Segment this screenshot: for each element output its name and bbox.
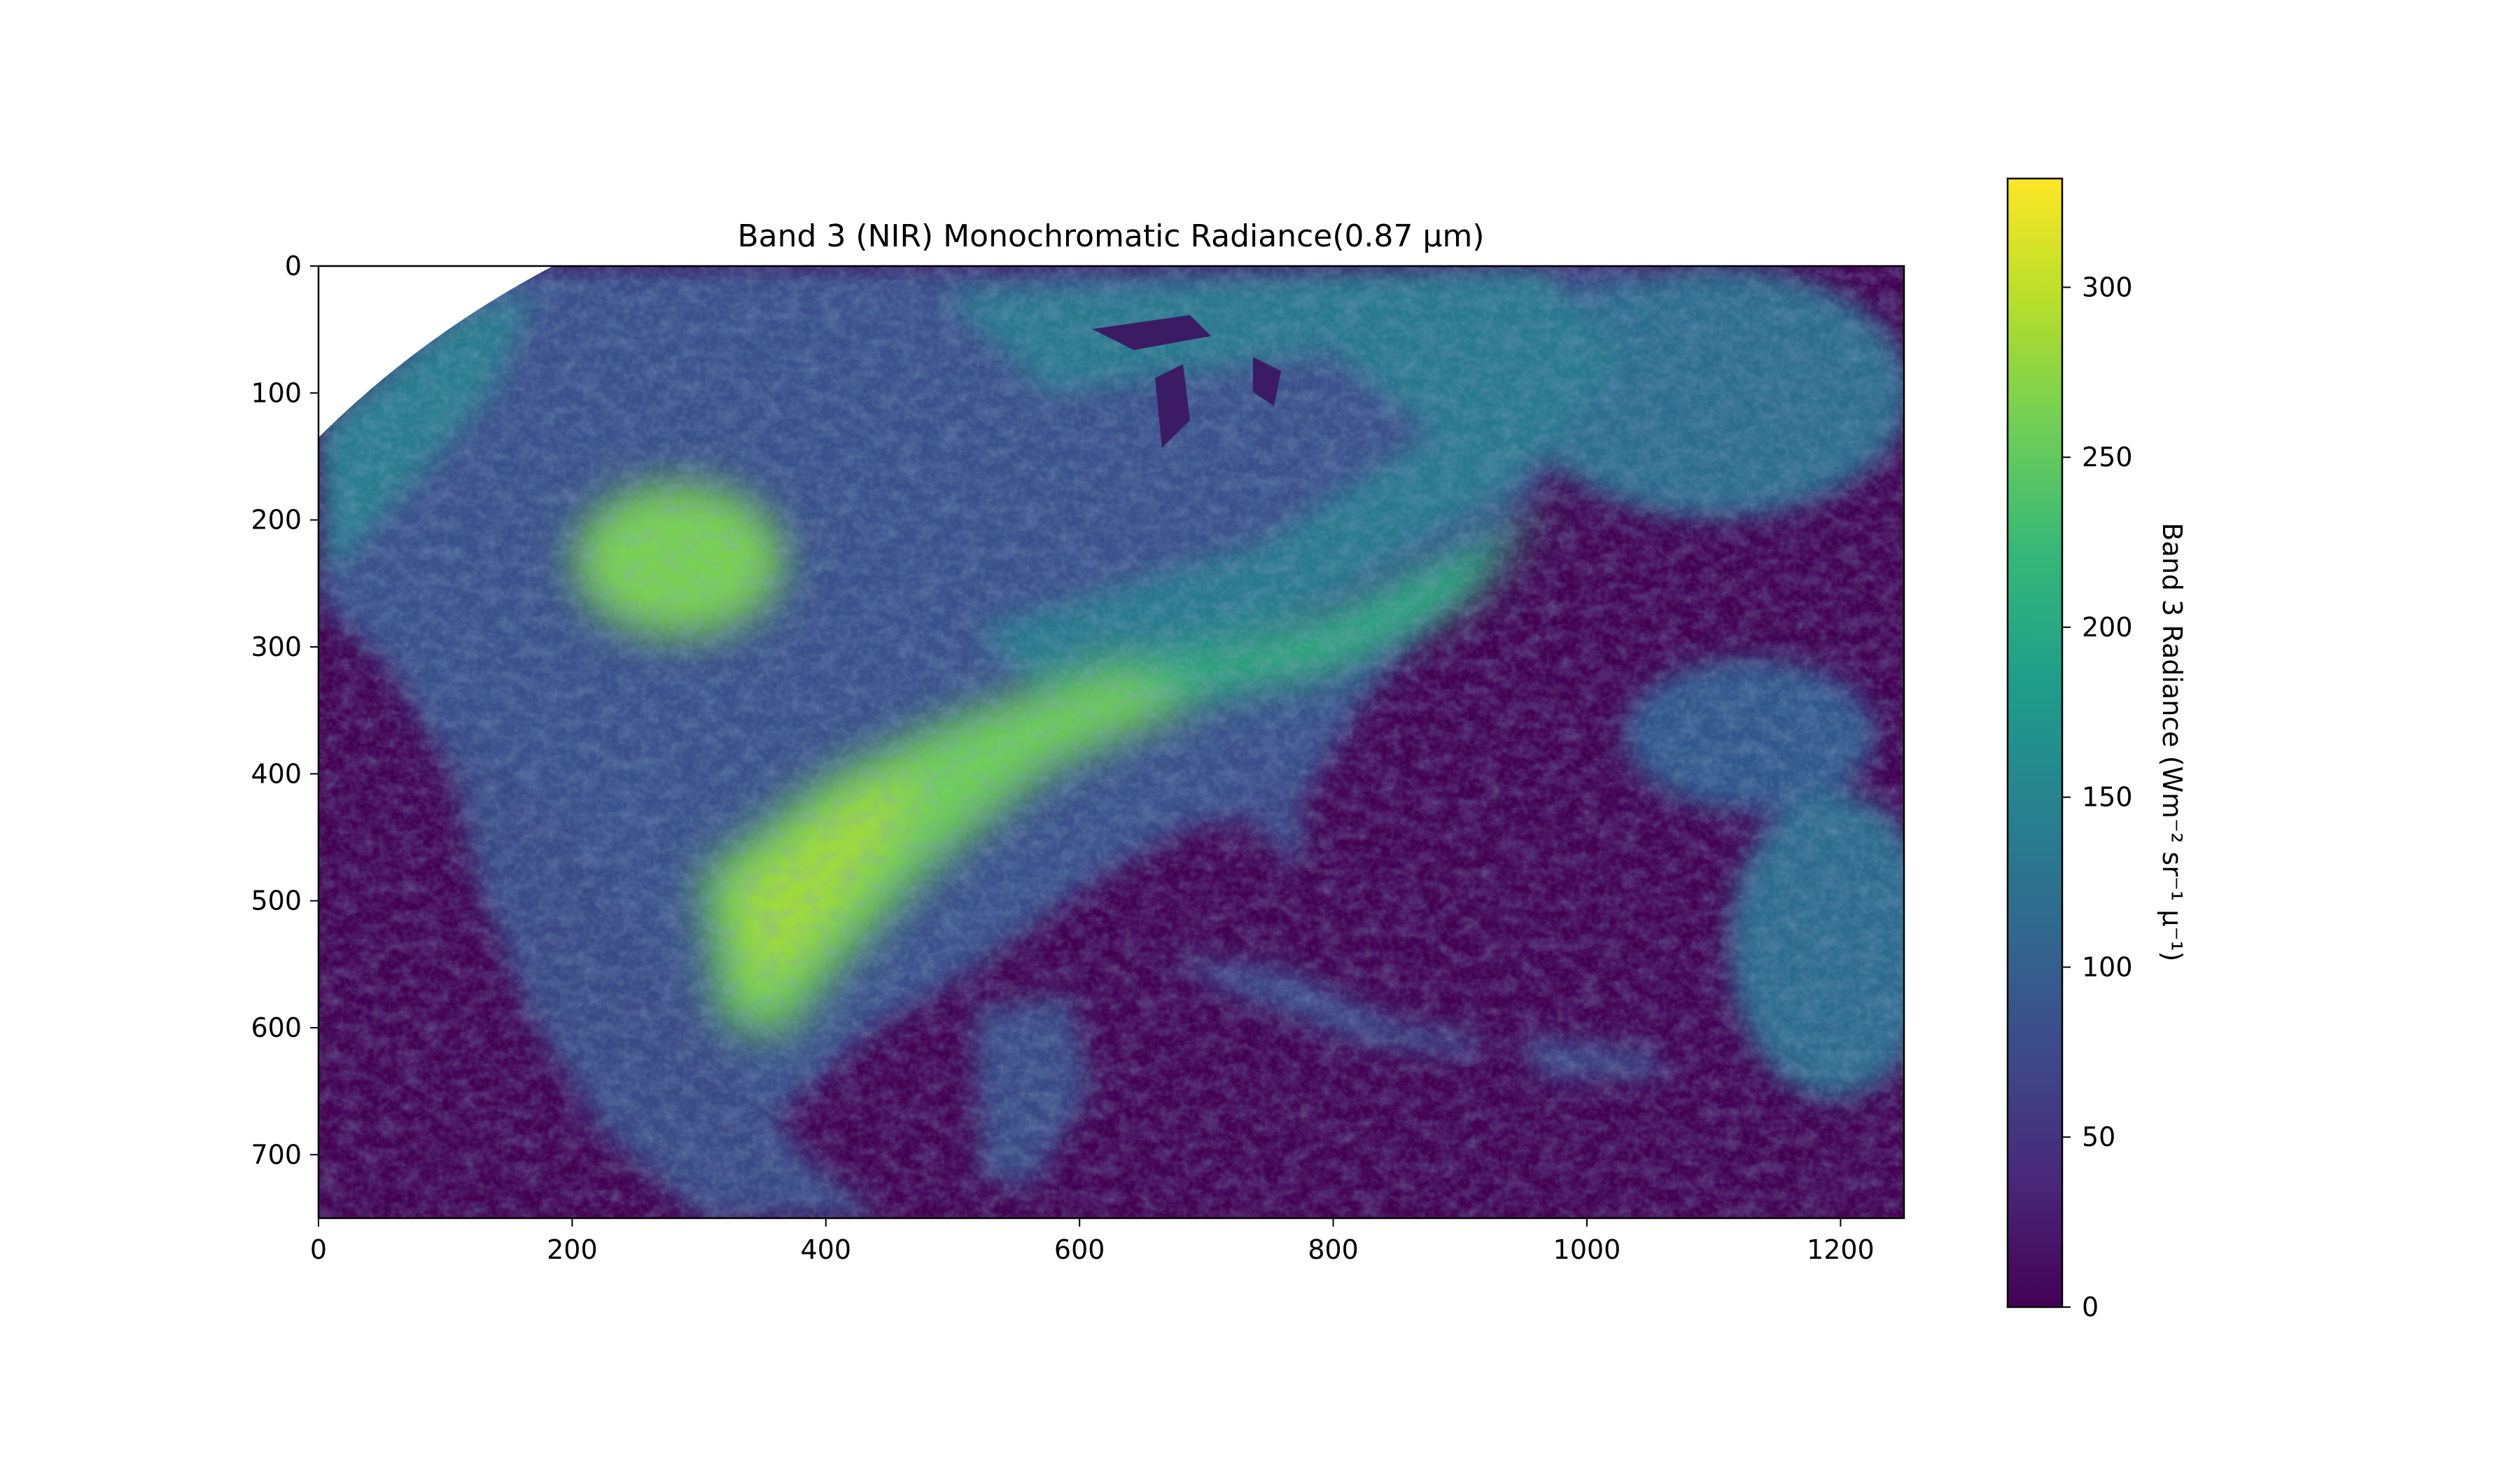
y-axis: 0 100 200 300 400 500 600 700	[251, 251, 318, 1170]
x-tick-label: 200	[547, 1234, 598, 1265]
space-corner	[318, 266, 553, 438]
colorbar-ticks: 0 50 100 150 200 250 300	[2062, 272, 2133, 1322]
x-tick-label: 1200	[1807, 1234, 1875, 1265]
colorbar-tick-label: 100	[2082, 951, 2133, 982]
x-tick-label: 600	[1054, 1234, 1105, 1265]
y-tick-label: 500	[251, 886, 302, 916]
x-tick-label: 800	[1308, 1234, 1359, 1265]
y-tick-label: 600	[251, 1012, 302, 1043]
colorbar-tick-label: 150	[2082, 782, 2133, 813]
colorbar-tick-label: 300	[2082, 272, 2133, 302]
y-tick-label: 0	[285, 251, 302, 281]
y-tick-label: 200	[251, 505, 302, 536]
x-axis: 0 200 400 600 800 1000 1200	[310, 1218, 1875, 1265]
x-tick-label: 400	[801, 1234, 852, 1265]
y-tick-label: 700	[251, 1139, 302, 1170]
colorbar-label: Band 3 Radiance (Wm⁻² sr⁻¹ µ⁻¹)	[2157, 522, 2188, 961]
colorbar-tick-label: 0	[2082, 1292, 2099, 1322]
x-tick-label: 0	[310, 1234, 327, 1265]
heatmap-image	[318, 266, 1904, 1218]
y-tick-label: 300	[251, 631, 302, 662]
y-tick-label: 400	[251, 758, 302, 789]
colorbar-tick-label: 50	[2082, 1122, 2115, 1152]
colorbar	[2006, 177, 2064, 1308]
colorbar-tick-label: 250	[2082, 442, 2133, 473]
y-tick-label: 100	[251, 377, 302, 408]
texture-fine	[318, 266, 1904, 1218]
great-lakes	[1092, 315, 1281, 448]
x-tick-label: 1000	[1553, 1234, 1621, 1265]
chart-title: Band 3 (NIR) Monochromatic Radiance(0.87…	[738, 218, 1485, 254]
plot-frame	[317, 265, 1905, 1220]
colorbar-tick-label: 200	[2082, 612, 2133, 643]
